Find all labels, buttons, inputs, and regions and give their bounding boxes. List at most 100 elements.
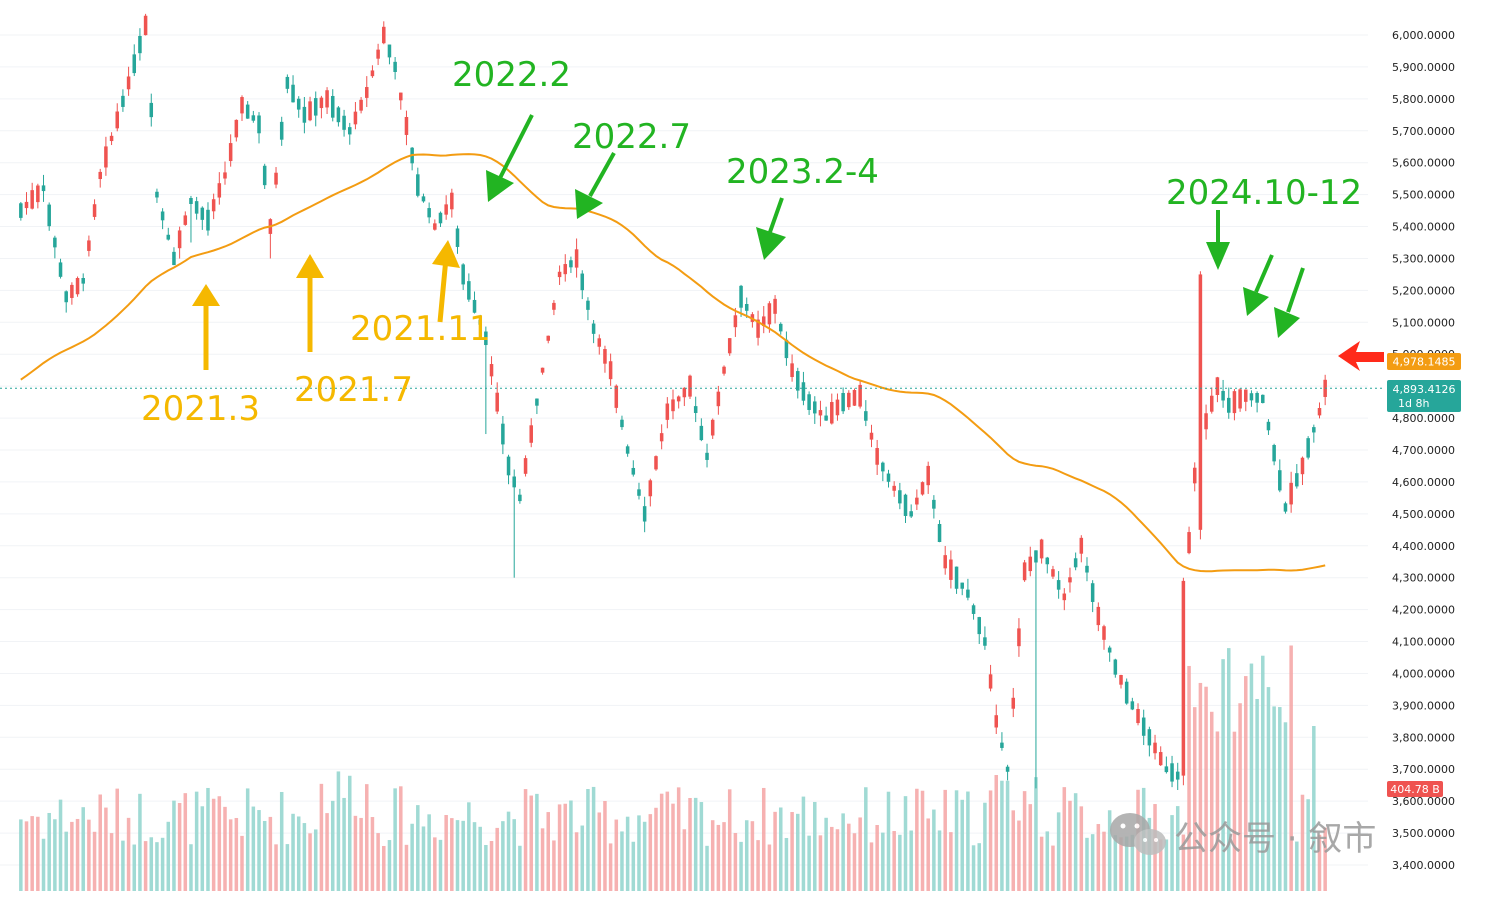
volume-tag: 404.78 B	[1387, 781, 1443, 797]
candle-body	[727, 338, 732, 354]
volume-bar	[869, 842, 874, 891]
volume-bar	[427, 814, 431, 891]
candle-body	[461, 264, 465, 285]
candle-body	[1164, 766, 1169, 773]
candle-body	[784, 339, 789, 359]
candle-body	[756, 319, 760, 338]
volume-bar	[654, 807, 658, 891]
candle-body	[841, 392, 845, 412]
candle-body	[1272, 445, 1276, 462]
candle-body	[552, 302, 556, 310]
y-tick-label: 3,400.0000	[1392, 859, 1455, 872]
volume-bar	[81, 807, 85, 891]
volume-bar	[1266, 687, 1271, 891]
candle-body	[36, 185, 40, 203]
red-pointer-arrow-icon	[1338, 341, 1384, 371]
candle-body	[1062, 593, 1067, 601]
volume-bar	[790, 812, 794, 891]
candle-body	[693, 406, 698, 414]
volume-bar	[932, 809, 936, 891]
candle-body	[455, 228, 460, 247]
volume-bar	[591, 786, 596, 891]
annotations: 2021.3 2021.7 2021.11 2022.2 2022.7 2023…	[141, 55, 1362, 429]
candle-body	[625, 446, 630, 454]
volume-bar	[835, 829, 840, 891]
volume-bar	[756, 840, 760, 891]
candle-body	[540, 367, 545, 373]
svg-text:2021.7: 2021.7	[294, 370, 413, 410]
candle-body	[966, 589, 970, 598]
volume-bar	[1028, 804, 1033, 891]
candle-body	[909, 511, 913, 517]
volume-bar	[727, 789, 732, 891]
candle-body	[257, 115, 261, 134]
candle-body	[631, 467, 636, 475]
volume-bar	[53, 819, 57, 891]
candle-body	[1181, 580, 1186, 776]
volume-bar	[1124, 836, 1129, 891]
y-tick-label: 6,000.0000	[1392, 29, 1455, 42]
volume-bar	[1164, 839, 1169, 891]
volume-bar	[223, 806, 227, 891]
volume-bar	[1255, 698, 1259, 891]
volume-bar	[682, 829, 687, 891]
candle-body	[1244, 389, 1248, 402]
candle-body	[637, 489, 641, 496]
candle-body	[1306, 438, 1310, 458]
candle-body	[983, 637, 987, 646]
annotation-2022-7: 2022.7	[572, 117, 691, 219]
candle-body	[274, 172, 278, 185]
volume-bar	[1102, 831, 1106, 891]
candle-body	[1295, 473, 1299, 487]
volume-bar	[648, 814, 653, 891]
volume-bar	[1323, 827, 1327, 891]
candle-body	[886, 473, 891, 482]
volume-bar	[693, 797, 698, 891]
volume-bar	[943, 789, 947, 891]
candle-body	[977, 617, 981, 635]
y-tick-label: 3,700.0000	[1392, 763, 1455, 776]
candle-body	[376, 49, 380, 59]
volume-bar	[234, 817, 239, 891]
candle-body	[64, 291, 68, 303]
candle-body	[1317, 407, 1322, 416]
volume-bar	[296, 816, 301, 891]
candle-body	[160, 211, 165, 221]
volume-bar	[506, 811, 511, 891]
candle-body	[1136, 708, 1140, 724]
candle-body	[767, 303, 772, 325]
volume-bar	[484, 844, 488, 891]
volume-bar	[733, 832, 738, 891]
candle-body	[801, 382, 806, 401]
candle-body	[155, 191, 159, 198]
volume-bar	[433, 837, 437, 891]
candle-body	[1079, 537, 1084, 554]
candle-body	[365, 87, 369, 98]
candle-body	[1039, 539, 1044, 559]
candle-body	[943, 555, 947, 569]
candle-body	[586, 300, 590, 310]
volume-bar	[1034, 777, 1038, 891]
candle-body	[302, 106, 307, 123]
candle-body	[903, 494, 908, 516]
volume-bar	[671, 803, 675, 891]
candle-body	[591, 323, 596, 334]
candle-body	[580, 273, 585, 291]
candle-body	[716, 391, 721, 407]
candle-body	[1085, 565, 1089, 573]
volume-bar	[194, 791, 199, 891]
candle-body	[279, 121, 284, 140]
candle-body	[1289, 482, 1293, 505]
volume-bar	[875, 825, 879, 891]
candle-body	[512, 476, 516, 488]
candle-body	[92, 204, 97, 217]
y-tick-label: 5,100.0000	[1392, 316, 1455, 329]
candle-body	[818, 410, 823, 416]
candle-body	[790, 363, 794, 378]
candle-body	[847, 392, 851, 408]
candle-body	[347, 127, 352, 135]
candle-body	[149, 102, 154, 118]
candle-body	[1221, 390, 1225, 401]
volume-bar	[1261, 655, 1265, 891]
candle-body	[484, 331, 488, 346]
